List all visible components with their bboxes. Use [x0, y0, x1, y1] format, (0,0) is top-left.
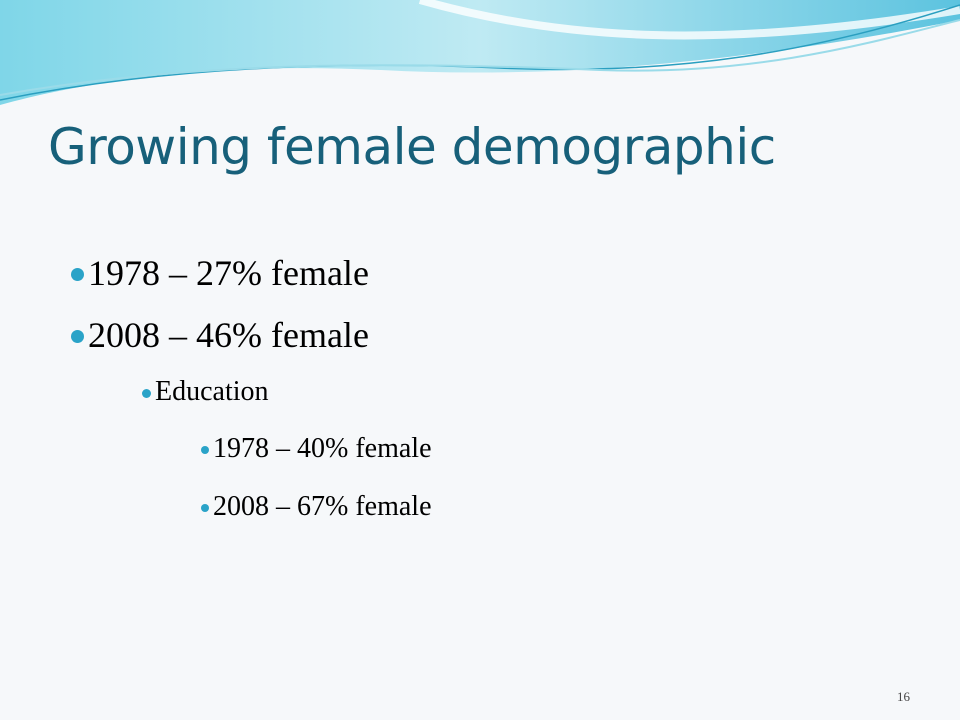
- bullet-dot: [201, 445, 209, 454]
- bullet-dot: [71, 268, 84, 282]
- page-number: 16: [897, 689, 910, 704]
- bullet-dot: [201, 503, 209, 512]
- bullet-dot: [142, 388, 151, 398]
- bullet-text: 2008 – 67% female: [213, 491, 432, 522]
- slide-title: Growing female demographic: [48, 118, 776, 176]
- bullet-text: Education: [155, 376, 269, 407]
- bullet-dot: [71, 330, 84, 344]
- bullet-text: 1978 – 27% female: [88, 253, 369, 293]
- bullet-text: 2008 – 46% female: [88, 315, 369, 355]
- header-decoration: [0, 0, 960, 105]
- bullet-text: 1978 – 40% female: [213, 433, 432, 464]
